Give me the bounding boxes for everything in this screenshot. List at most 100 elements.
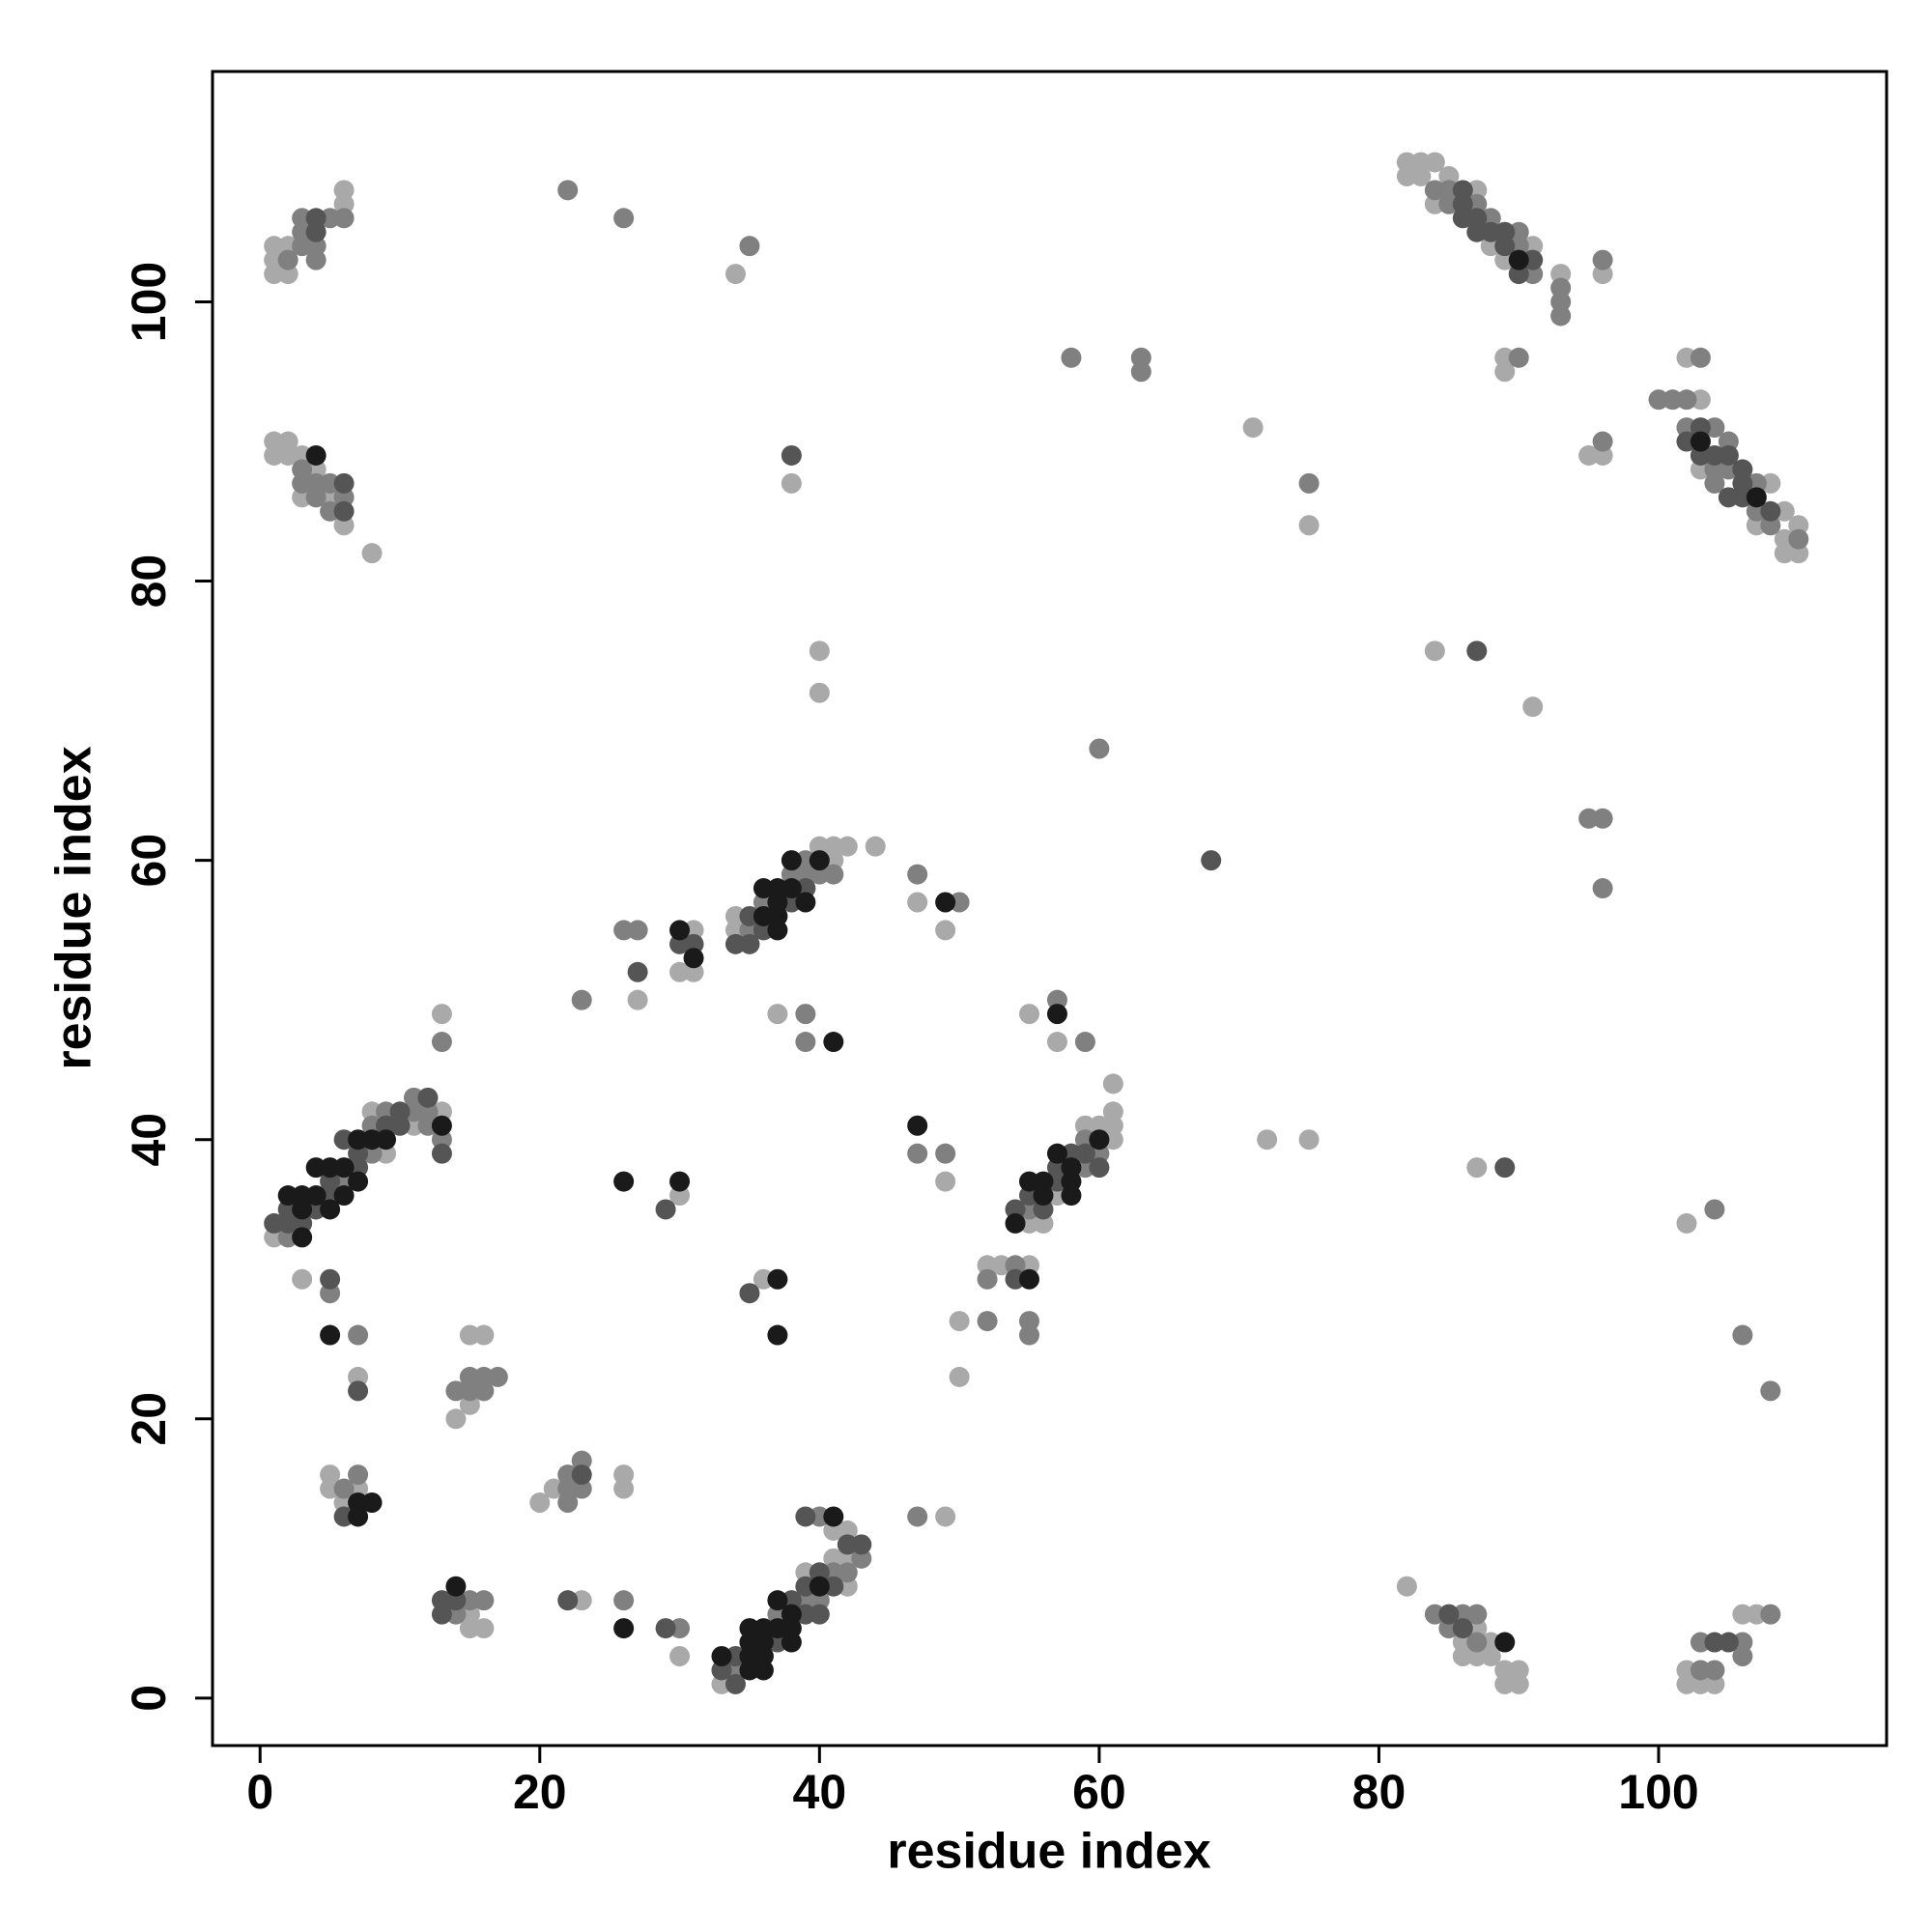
point: [543, 1478, 564, 1499]
point: [1466, 180, 1488, 201]
point: [571, 1478, 592, 1499]
point: [333, 1478, 355, 1499]
point: [809, 1562, 830, 1583]
point: [1508, 1673, 1529, 1694]
point: [1452, 1645, 1473, 1666]
point: [781, 1618, 802, 1639]
point: [613, 920, 635, 941]
point: [1494, 347, 1516, 368]
point: [1704, 1199, 1725, 1220]
point: [1074, 1143, 1095, 1164]
point: [739, 1618, 760, 1639]
point: [292, 459, 313, 480]
point: [1298, 472, 1320, 494]
point: [753, 920, 774, 941]
point: [348, 1464, 369, 1486]
point: [1061, 347, 1082, 368]
point: [767, 1004, 788, 1025]
point: [292, 444, 313, 466]
y-tick-label: 20: [122, 1392, 176, 1446]
point: [627, 920, 648, 941]
point: [305, 444, 327, 466]
point: [557, 1590, 579, 1611]
point: [1452, 1618, 1473, 1639]
point: [1774, 500, 1795, 522]
point: [837, 1562, 858, 1583]
point: [1466, 208, 1488, 229]
point: [459, 1618, 480, 1639]
point: [459, 1324, 480, 1346]
point: [809, 1590, 830, 1611]
point: [473, 1324, 495, 1346]
point: [1788, 515, 1809, 536]
point: [348, 1171, 369, 1192]
point: [376, 1129, 397, 1151]
point: [823, 1548, 844, 1569]
point: [1690, 1673, 1711, 1694]
point: [1732, 1645, 1753, 1666]
point: [305, 1157, 327, 1179]
point: [795, 1562, 816, 1583]
point: [459, 1366, 480, 1387]
point: [305, 472, 327, 494]
point: [361, 1143, 383, 1164]
point: [348, 1478, 369, 1499]
point: [1102, 1073, 1123, 1094]
point: [613, 1171, 635, 1192]
point: [669, 961, 691, 982]
point: [1746, 515, 1767, 536]
point: [292, 1227, 313, 1248]
point: [1089, 1129, 1110, 1151]
point: [767, 1618, 788, 1639]
point: [1522, 249, 1544, 270]
point: [683, 948, 704, 969]
point: [724, 1660, 746, 1681]
point: [264, 431, 285, 452]
point: [292, 236, 313, 257]
point: [487, 1366, 508, 1387]
point: [459, 1394, 480, 1415]
point: [1732, 487, 1753, 508]
point: [1424, 152, 1445, 173]
point: [1480, 208, 1501, 229]
point: [1438, 165, 1460, 186]
point: [571, 1464, 592, 1486]
point: [823, 1576, 844, 1597]
point: [1760, 1380, 1781, 1402]
point: [361, 1129, 383, 1151]
point: [417, 1115, 439, 1136]
point: [907, 1143, 928, 1164]
point: [292, 487, 313, 508]
point: [809, 1506, 830, 1527]
point: [333, 1157, 355, 1179]
point: [348, 1492, 369, 1514]
point: [1424, 193, 1445, 214]
point: [1019, 1212, 1040, 1234]
point: [1592, 264, 1613, 285]
point: [1760, 472, 1781, 494]
point: [1704, 444, 1725, 466]
point: [277, 1227, 298, 1248]
point: [1102, 1129, 1123, 1151]
point: [767, 878, 788, 899]
point: [655, 1618, 676, 1639]
point: [333, 180, 355, 201]
point: [389, 1101, 411, 1122]
point: [795, 878, 816, 899]
point: [459, 1380, 480, 1402]
point: [320, 1283, 341, 1304]
point: [571, 989, 592, 1010]
point: [292, 1268, 313, 1290]
point: [305, 487, 327, 508]
point: [1508, 236, 1529, 257]
point: [724, 264, 746, 285]
point: [1704, 1673, 1725, 1694]
point: [333, 1492, 355, 1514]
point: [1676, 1673, 1697, 1694]
point: [1774, 528, 1795, 550]
point: [403, 1087, 424, 1108]
point: [907, 864, 928, 885]
point: [333, 500, 355, 522]
point: [823, 864, 844, 885]
point: [445, 1380, 467, 1402]
